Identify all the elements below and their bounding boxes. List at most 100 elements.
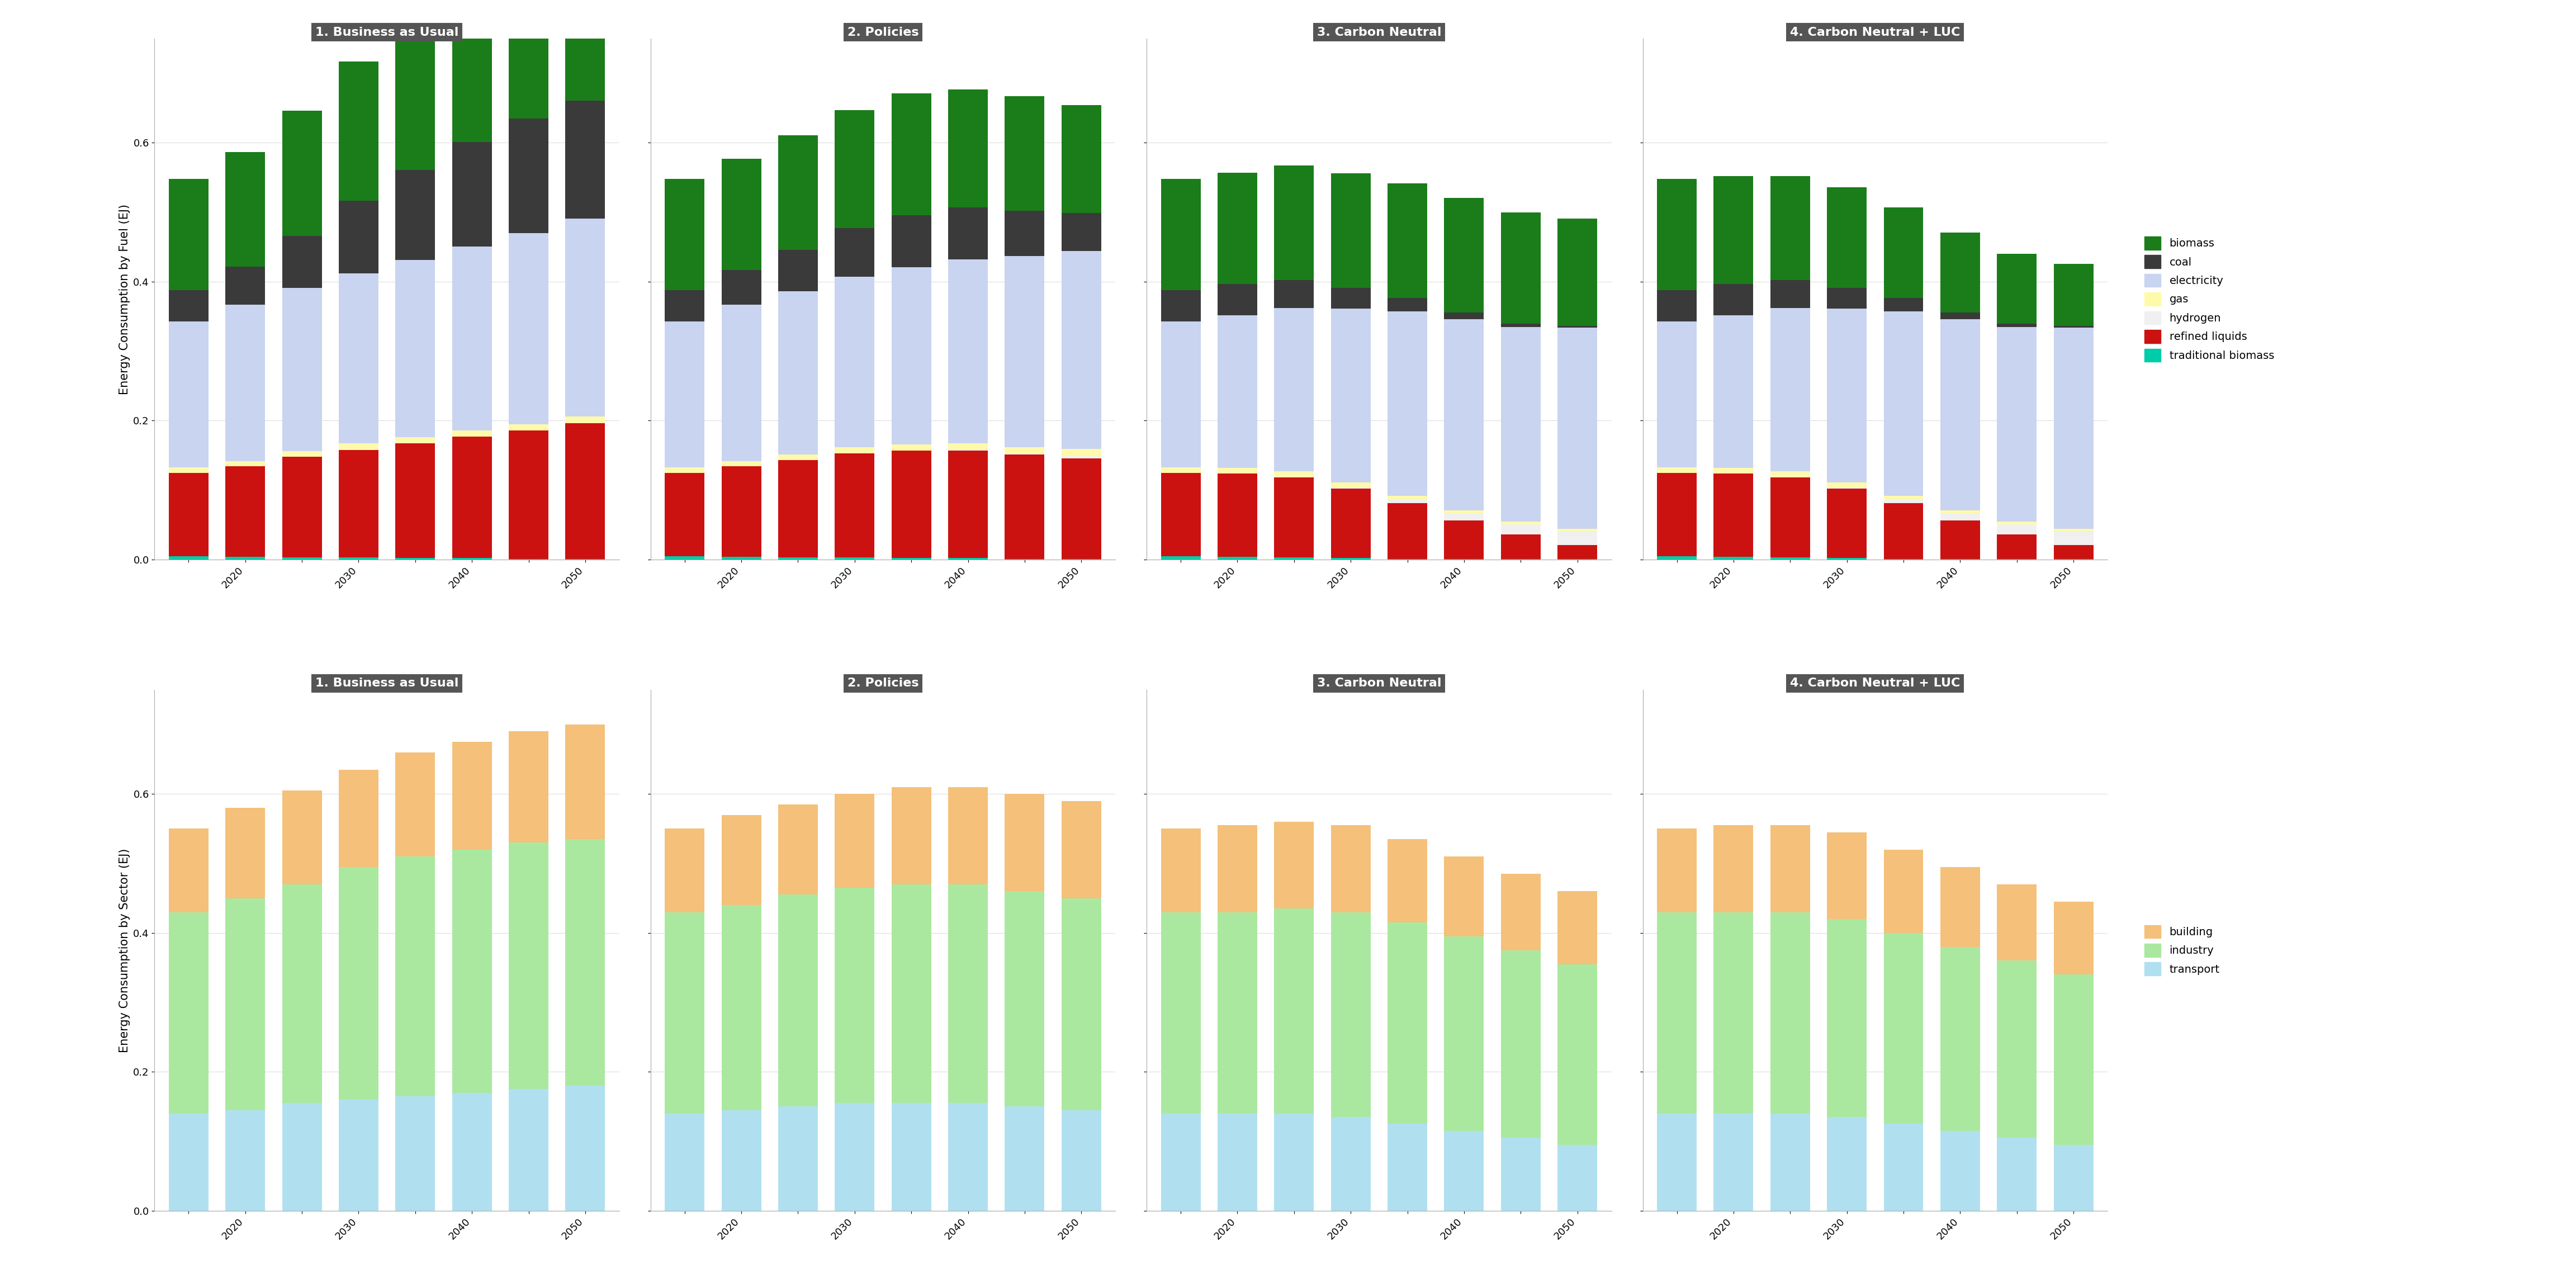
Bar bbox=[1770, 478, 1811, 558]
Bar bbox=[1558, 326, 1597, 327]
Bar bbox=[835, 453, 873, 558]
Bar bbox=[665, 321, 703, 468]
Bar bbox=[1826, 487, 1868, 488]
Bar bbox=[835, 887, 873, 1103]
Bar bbox=[281, 111, 322, 236]
Bar bbox=[835, 111, 873, 228]
Bar bbox=[891, 215, 930, 267]
Bar bbox=[948, 558, 987, 559]
Bar bbox=[1770, 471, 1811, 477]
Bar bbox=[1388, 500, 1427, 504]
Bar bbox=[948, 787, 987, 885]
Bar bbox=[337, 273, 379, 443]
Bar bbox=[1275, 822, 1314, 908]
Bar bbox=[451, 246, 492, 430]
Bar bbox=[1275, 281, 1314, 308]
Bar bbox=[167, 290, 209, 321]
Bar bbox=[778, 805, 817, 895]
Bar bbox=[2053, 326, 2094, 327]
Bar bbox=[451, 437, 492, 558]
Bar bbox=[2053, 529, 2094, 531]
Bar bbox=[1770, 1114, 1811, 1211]
Bar bbox=[224, 1110, 265, 1211]
Bar bbox=[337, 1100, 379, 1211]
Bar bbox=[564, 725, 605, 838]
Bar bbox=[451, 1092, 492, 1211]
Bar bbox=[1713, 316, 1754, 468]
Bar bbox=[1162, 290, 1200, 321]
Bar bbox=[1656, 828, 1698, 912]
Bar bbox=[1162, 828, 1200, 912]
Bar bbox=[167, 321, 209, 468]
Bar bbox=[1218, 468, 1257, 474]
Bar bbox=[394, 857, 435, 1096]
Bar bbox=[835, 558, 873, 559]
Bar bbox=[835, 277, 873, 447]
Bar bbox=[281, 558, 322, 559]
Bar bbox=[1883, 298, 1924, 312]
Bar bbox=[1445, 312, 1484, 319]
Bar bbox=[891, 787, 930, 885]
Bar bbox=[665, 290, 703, 321]
Bar bbox=[1388, 298, 1427, 312]
Bar bbox=[1388, 312, 1427, 496]
Bar bbox=[891, 267, 930, 444]
Bar bbox=[1332, 1117, 1370, 1211]
Bar bbox=[665, 179, 703, 290]
Bar bbox=[167, 556, 209, 559]
Bar bbox=[281, 885, 322, 1103]
Bar bbox=[1770, 912, 1811, 1114]
Bar bbox=[891, 558, 930, 559]
Bar bbox=[2053, 545, 2094, 559]
Bar bbox=[1713, 283, 1754, 316]
Bar bbox=[721, 270, 760, 305]
Bar bbox=[1061, 898, 1100, 1110]
Bar bbox=[1162, 556, 1200, 559]
Bar bbox=[1883, 933, 1924, 1124]
Bar bbox=[1770, 308, 1811, 471]
Bar bbox=[507, 732, 549, 842]
Bar bbox=[1940, 867, 1981, 947]
Bar bbox=[1061, 459, 1100, 559]
Bar bbox=[224, 152, 265, 267]
Bar bbox=[1558, 531, 1597, 545]
Bar bbox=[224, 267, 265, 305]
Bar bbox=[1770, 558, 1811, 559]
Bar bbox=[167, 473, 209, 556]
Bar bbox=[835, 1103, 873, 1211]
Bar bbox=[337, 770, 379, 867]
Bar bbox=[1005, 256, 1043, 447]
Bar bbox=[1883, 496, 1924, 500]
Bar bbox=[1502, 213, 1540, 323]
Bar bbox=[1558, 219, 1597, 326]
Bar bbox=[778, 250, 817, 291]
Bar bbox=[835, 447, 873, 453]
Bar bbox=[1502, 524, 1540, 535]
Bar bbox=[564, 1086, 605, 1211]
Bar bbox=[1005, 793, 1043, 891]
Bar bbox=[1388, 838, 1427, 922]
Bar bbox=[337, 867, 379, 1100]
Bar bbox=[891, 94, 930, 215]
Bar bbox=[564, 838, 605, 1086]
Bar bbox=[1940, 312, 1981, 319]
Bar bbox=[665, 828, 703, 912]
Bar bbox=[1061, 456, 1100, 459]
Bar bbox=[1218, 912, 1257, 1114]
Bar bbox=[1445, 510, 1484, 514]
Bar bbox=[1388, 504, 1427, 559]
Bar bbox=[224, 461, 265, 466]
Bar bbox=[224, 466, 265, 556]
Bar bbox=[1656, 473, 1698, 556]
Bar bbox=[835, 793, 873, 887]
Bar bbox=[1558, 545, 1597, 559]
Bar bbox=[394, 752, 435, 857]
Bar bbox=[1996, 323, 2038, 327]
Bar bbox=[1502, 323, 1540, 327]
Bar bbox=[1883, 504, 1924, 559]
Bar bbox=[507, 233, 549, 424]
Bar bbox=[564, 219, 605, 416]
Legend: building, industry, transport: building, industry, transport bbox=[2143, 925, 2221, 975]
Legend: biomass, coal, electricity, gas, hydrogen, refined liquids, traditional biomass: biomass, coal, electricity, gas, hydroge… bbox=[2143, 237, 2275, 362]
Bar bbox=[1005, 453, 1043, 455]
